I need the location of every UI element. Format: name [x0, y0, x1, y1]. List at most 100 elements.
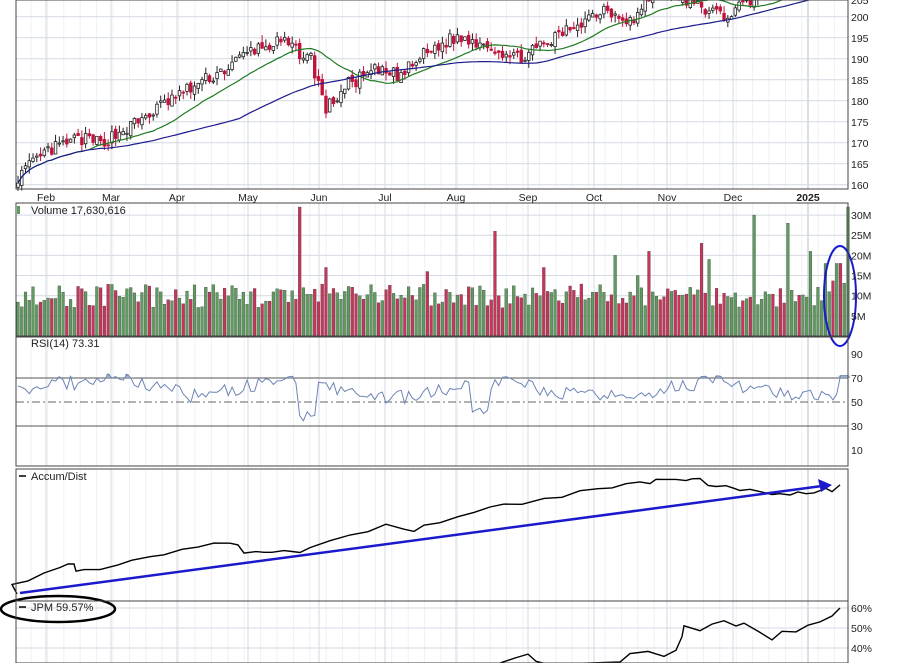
volume-bar — [219, 299, 222, 336]
volume-bar — [144, 285, 147, 336]
price-tick-label: 180 — [851, 96, 869, 108]
volume-bar — [820, 301, 823, 336]
candle-body — [325, 96, 328, 113]
volume-tick-label: 15M — [851, 271, 871, 283]
volume-bar — [186, 291, 189, 336]
volume-bar — [433, 293, 436, 336]
candle-body — [336, 101, 339, 102]
volume-bar — [430, 306, 433, 336]
volume-bar — [223, 288, 226, 336]
volume-bar — [760, 299, 763, 336]
volume-bar — [655, 296, 658, 336]
candle-body — [355, 80, 358, 87]
candle-body — [558, 30, 561, 31]
volume-bar — [794, 301, 797, 336]
volume-bar — [167, 300, 170, 336]
volume-bar — [741, 301, 744, 336]
candle-body — [220, 69, 223, 71]
candle-body — [475, 40, 478, 48]
volume-bar — [152, 307, 155, 336]
volume-bar — [726, 296, 729, 336]
volume-bar — [411, 295, 414, 336]
volume-bar — [809, 251, 812, 336]
candle-body — [156, 104, 159, 114]
volume-bar — [644, 306, 647, 336]
volume-bar — [189, 299, 192, 336]
volume-bar — [798, 295, 801, 336]
volume-bar — [174, 290, 177, 336]
candle-body — [287, 38, 290, 45]
panel-frame — [16, 601, 848, 663]
month-tick-label: Dec — [724, 192, 743, 204]
volume-bar — [730, 298, 733, 336]
volume-bar — [621, 298, 624, 336]
candle-body — [404, 71, 407, 74]
candle-body — [430, 51, 433, 52]
volume-bar — [107, 284, 110, 336]
candle-body — [302, 58, 305, 60]
candle-body — [441, 43, 444, 52]
perf-tick-label: 40% — [851, 643, 872, 655]
candle-body — [392, 68, 395, 77]
candle-body — [24, 166, 27, 169]
volume-bar — [355, 294, 358, 336]
volume-bar — [325, 267, 328, 336]
candle-body — [197, 83, 200, 88]
volume-bar — [347, 286, 350, 336]
candle-body — [708, 11, 711, 14]
volume-bar — [719, 304, 722, 336]
volume-bar — [542, 267, 545, 336]
candle-body — [565, 26, 568, 35]
candle-body — [573, 28, 576, 29]
candle-body — [152, 115, 155, 116]
volume-bar — [340, 299, 343, 336]
candle-body — [381, 67, 384, 75]
volume-bar — [648, 251, 651, 336]
volume-bar — [62, 292, 65, 336]
volume-bar — [358, 296, 361, 336]
candle-body — [734, 8, 737, 15]
candle-body — [51, 148, 54, 154]
volume-bar — [445, 289, 448, 336]
volume-bar — [693, 295, 696, 336]
candle-body — [276, 37, 279, 45]
volume-tick-label: 25M — [851, 230, 871, 242]
candle-body — [723, 13, 726, 20]
price-tick-label: 205 — [851, 0, 869, 7]
candle-body — [460, 36, 463, 42]
candle-body — [742, 0, 745, 2]
volume-bar — [711, 306, 714, 336]
perf-tick-label: 50% — [851, 623, 872, 635]
candle-body — [141, 118, 144, 125]
candle-body — [17, 183, 20, 187]
volume-bar — [587, 298, 590, 336]
candle-body — [603, 6, 606, 13]
volume-bar — [73, 307, 76, 336]
panel-frame — [16, 469, 848, 601]
volume-bar — [482, 290, 485, 336]
volume-bar — [317, 302, 320, 336]
candle-body — [426, 49, 429, 53]
volume-bar — [332, 288, 335, 336]
volume-bar — [403, 298, 406, 336]
volume-bar — [426, 272, 429, 336]
volume-bar — [651, 292, 654, 336]
month-tick-label: Aug — [447, 192, 466, 204]
volume-bar — [539, 296, 542, 336]
candle-body — [584, 19, 587, 27]
candle-body — [227, 70, 230, 76]
volume-bar — [336, 293, 339, 336]
volume-bar — [388, 285, 391, 336]
volume-bar — [602, 292, 605, 336]
volume-tick-label: 10M — [851, 291, 871, 303]
volume-bar — [159, 292, 162, 336]
volume-bar — [99, 288, 102, 336]
candle-body — [328, 99, 331, 112]
candle-body — [434, 45, 437, 53]
price-tick-label: 160 — [851, 180, 869, 192]
volume-bar — [610, 295, 613, 336]
volume-bar — [734, 293, 737, 336]
candle-body — [189, 83, 192, 92]
candle-body — [66, 139, 69, 144]
